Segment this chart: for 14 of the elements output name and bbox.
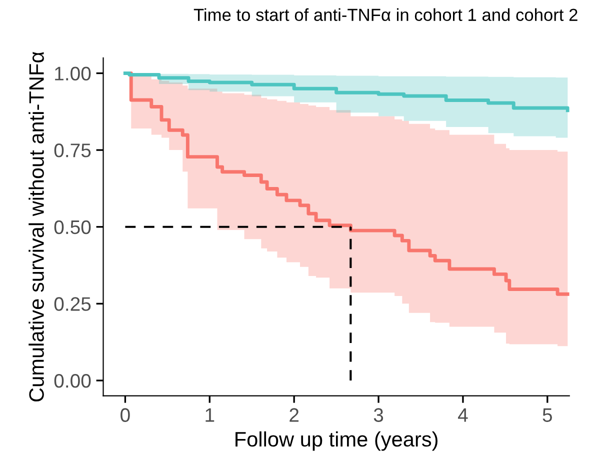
x-tick-label: 0 (120, 408, 130, 422)
x-tick-label: 2 (290, 408, 299, 422)
y-tick-label: 0.25 (54, 297, 91, 311)
y-tick-label: 0.75 (54, 144, 91, 158)
y-axis-title: Cumulative survival without anti-TNFα (28, 52, 44, 402)
y-tick-label: 1.00 (55, 66, 91, 80)
x-tick-label: 3 (374, 408, 384, 422)
y-tick-label: 0.00 (54, 374, 91, 388)
chart-title: Time to start of anti-TNFα in cohort 1 and cohort 2 (194, 8, 578, 22)
x-tick-label: 4 (458, 408, 468, 422)
x-axis-title: Follow up time (years) (236, 431, 438, 451)
y-tick-label: 0.50 (54, 220, 91, 234)
x-tick-label: 5 (542, 408, 552, 422)
x-tick-label: 1 (206, 408, 214, 422)
